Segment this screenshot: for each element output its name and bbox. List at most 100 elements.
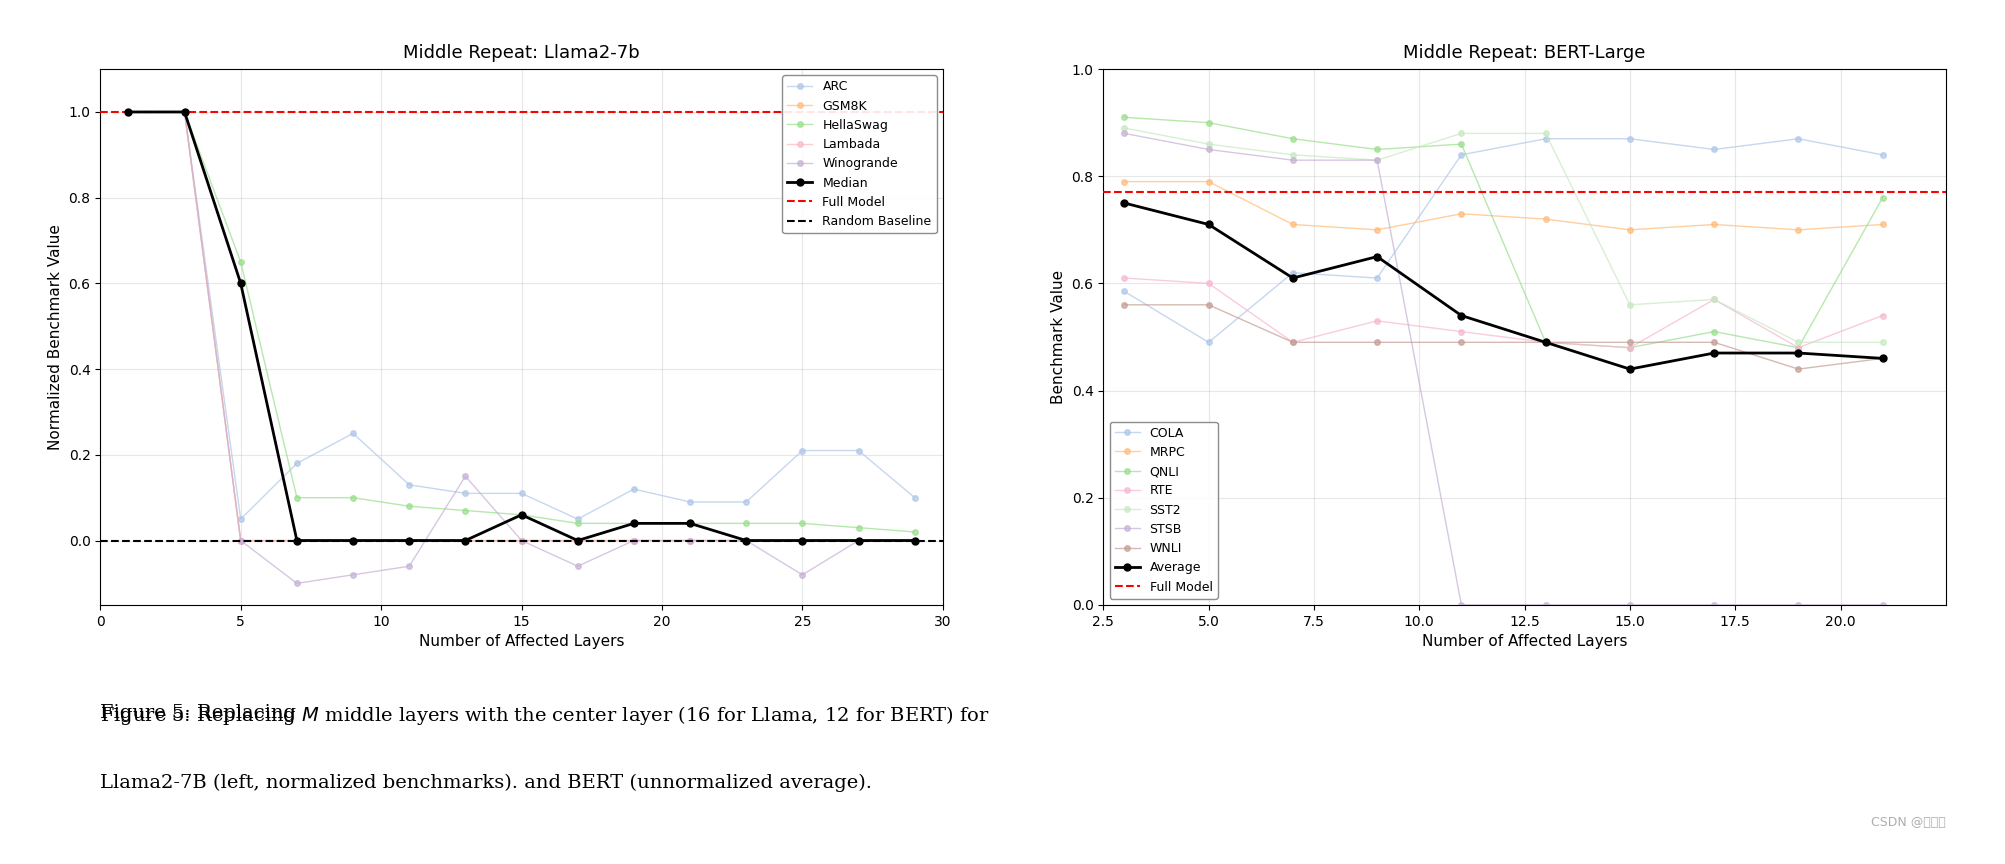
- RTE: [1786, 342, 1811, 353]
- Text: CSDN @一坠了: CSDN @一坠了: [1871, 816, 1945, 829]
- HellaSwag: [341, 492, 365, 503]
- SST2: [1702, 295, 1726, 305]
- GSM8K: [846, 536, 870, 546]
- Full Model: [1029, 187, 1053, 198]
- MRPC: [1281, 219, 1305, 230]
- QNLI: [1363, 144, 1387, 155]
- X-axis label: Number of Affected Layers: Number of Affected Layers: [419, 634, 624, 649]
- GSM8K: [397, 536, 421, 546]
- Average: [1786, 348, 1811, 359]
- RTE: [1871, 310, 1895, 321]
- Line: HellaSwag: HellaSwag: [126, 109, 916, 535]
- MRPC: [1363, 225, 1387, 235]
- HellaSwag: [285, 492, 309, 503]
- SST2: [1871, 337, 1895, 347]
- STSB: [1448, 600, 1472, 610]
- Lambada: [172, 107, 196, 118]
- ARC: [285, 458, 309, 468]
- QNLI: [1702, 327, 1726, 337]
- QNLI: [1618, 342, 1642, 353]
- GSM8K: [285, 536, 309, 546]
- Winogrande: [116, 107, 140, 118]
- QNLI: [1448, 139, 1472, 149]
- GSM8K: [902, 536, 926, 546]
- Line: ARC: ARC: [126, 109, 916, 522]
- STSB: [1618, 600, 1642, 610]
- MRPC: [1448, 208, 1472, 219]
- HellaSwag: [565, 518, 589, 529]
- SST2: [1363, 155, 1387, 165]
- Median: [453, 536, 477, 546]
- Text: Figure 5: Replacing: Figure 5: Replacing: [100, 704, 303, 722]
- COLA: [1113, 286, 1137, 296]
- Title: Middle Repeat: Llama2-7b: Middle Repeat: Llama2-7b: [403, 44, 640, 62]
- STSB: [1871, 600, 1895, 610]
- MRPC: [1195, 176, 1219, 187]
- SST2: [1113, 123, 1137, 133]
- ARC: [509, 488, 533, 499]
- HellaSwag: [172, 107, 196, 118]
- WNLI: [1363, 337, 1387, 347]
- RTE: [1448, 327, 1472, 337]
- HellaSwag: [734, 518, 758, 529]
- MRPC: [1618, 225, 1642, 235]
- Median: [172, 107, 196, 118]
- STSB: [1281, 155, 1305, 165]
- ARC: [678, 497, 702, 507]
- MRPC: [1871, 219, 1895, 230]
- X-axis label: Number of Affected Layers: Number of Affected Layers: [1422, 634, 1626, 649]
- GSM8K: [229, 536, 253, 546]
- ARC: [622, 484, 646, 494]
- ARC: [341, 429, 365, 439]
- QNLI: [1113, 112, 1137, 123]
- Winogrande: [341, 569, 365, 580]
- Median: [565, 536, 589, 546]
- Text: Figure 5: Replacing $\mathit{M}$ middle layers with the center layer (16 for Lla: Figure 5: Replacing $\mathit{M}$ middle …: [100, 704, 990, 727]
- Winogrande: [790, 569, 814, 580]
- Median: [397, 536, 421, 546]
- Y-axis label: Benchmark Value: Benchmark Value: [1051, 270, 1065, 404]
- HellaSwag: [790, 518, 814, 529]
- Median: [678, 518, 702, 529]
- Line: STSB: STSB: [1121, 130, 1885, 607]
- Line: MRPC: MRPC: [1121, 179, 1885, 232]
- COLA: [1871, 149, 1895, 160]
- COLA: [1618, 134, 1642, 144]
- RTE: [1618, 342, 1642, 353]
- Average: [1363, 251, 1387, 262]
- Line: SST2: SST2: [1121, 125, 1885, 345]
- Winogrande: [565, 561, 589, 571]
- WNLI: [1871, 353, 1895, 364]
- Winogrande: [509, 536, 533, 546]
- WNLI: [1281, 337, 1305, 347]
- ARC: [397, 480, 421, 490]
- ARC: [734, 497, 758, 507]
- RTE: [1363, 315, 1387, 326]
- QNLI: [1786, 342, 1811, 353]
- GSM8K: [790, 536, 814, 546]
- GSM8K: [734, 536, 758, 546]
- GSM8K: [453, 536, 477, 546]
- Lambada: [790, 536, 814, 546]
- Lambada: [285, 536, 309, 546]
- WNLI: [1195, 300, 1219, 310]
- Median: [509, 510, 533, 520]
- GSM8K: [509, 536, 533, 546]
- MRPC: [1113, 176, 1137, 187]
- Average: [1618, 364, 1642, 374]
- Winogrande: [285, 578, 309, 588]
- Winogrande: [846, 536, 870, 546]
- Average: [1871, 353, 1895, 364]
- Winogrande: [172, 107, 196, 118]
- Winogrande: [453, 471, 477, 481]
- Winogrande: [229, 536, 253, 546]
- HellaSwag: [229, 257, 253, 267]
- ARC: [565, 514, 589, 524]
- SST2: [1281, 149, 1305, 160]
- ARC: [229, 514, 253, 524]
- Lambada: [678, 536, 702, 546]
- WNLI: [1618, 337, 1642, 347]
- SST2: [1618, 300, 1642, 310]
- GSM8K: [172, 107, 196, 118]
- Line: Winogrande: Winogrande: [126, 109, 916, 586]
